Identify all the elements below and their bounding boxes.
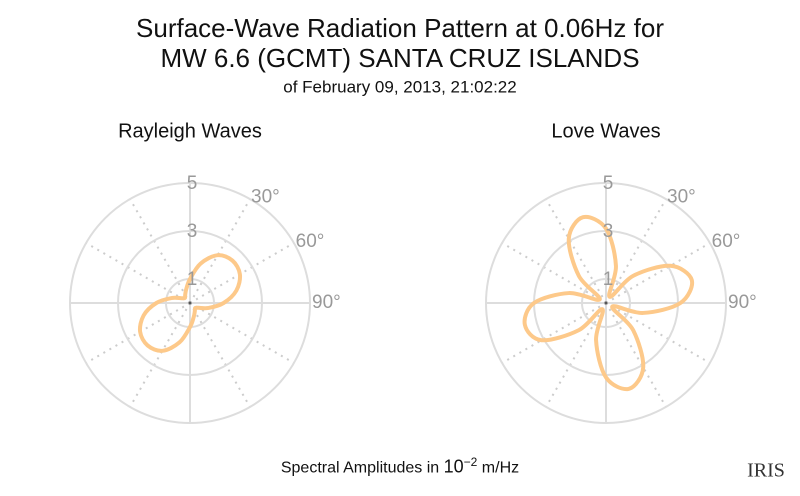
theta-tick-label: 60° [296,231,325,252]
logo: IRIS [747,460,785,482]
spoke [605,302,667,408]
radiation-curve [137,253,243,353]
subtitle: of February 09, 2013, 21:02:22 [283,77,516,96]
spoke [189,302,295,364]
grid-ring [117,230,263,376]
theta-tick-label: 30° [667,186,696,207]
spoke [85,302,191,364]
r-tick-label: 1 [603,269,614,290]
r-tick-label: 5 [187,173,198,194]
spoke [189,198,251,304]
subplot-title: Love Waves [551,120,660,142]
spoke [605,198,667,304]
spoke [189,302,251,408]
center-dot [188,301,192,305]
spoke [129,302,191,408]
theta-tick-label: 90° [312,292,341,313]
radiation-curve [522,214,695,392]
grid-ring [581,278,631,328]
grid-ring [485,182,727,424]
grid-ring [69,182,311,424]
caption-unit: m/Hz [481,459,520,477]
spoke [189,242,295,304]
subplot-title: Rayleigh Waves [118,120,262,142]
r-tick-label: 3 [603,221,614,242]
center-dot [604,301,608,305]
spoke [501,302,607,364]
spoke [129,198,191,304]
title-line: MW 6.6 (GCMT) SANTA CRUZ ISLANDS [160,43,639,73]
theta-tick-label: 60° [712,231,741,252]
caption-text: Spectral Amplitudes in [280,459,440,477]
spoke [605,302,711,364]
spoke [545,198,607,304]
spoke [545,302,607,408]
spoke [501,242,607,304]
caption-exponent: −2 [463,455,478,469]
caption-base: 10 [443,456,464,477]
r-tick-label: 5 [603,173,614,194]
caption: Spectral Amplitudes in 10−2 m/Hz [0,455,800,477]
r-tick-label: 1 [187,269,198,290]
theta-tick-label: 30° [251,186,280,207]
spoke [605,242,711,304]
title-line: Surface-Wave Radiation Pattern at 0.06Hz… [136,13,664,43]
theta-tick-label: 90° [728,292,757,313]
r-tick-label: 3 [187,221,198,242]
spoke [85,242,191,304]
